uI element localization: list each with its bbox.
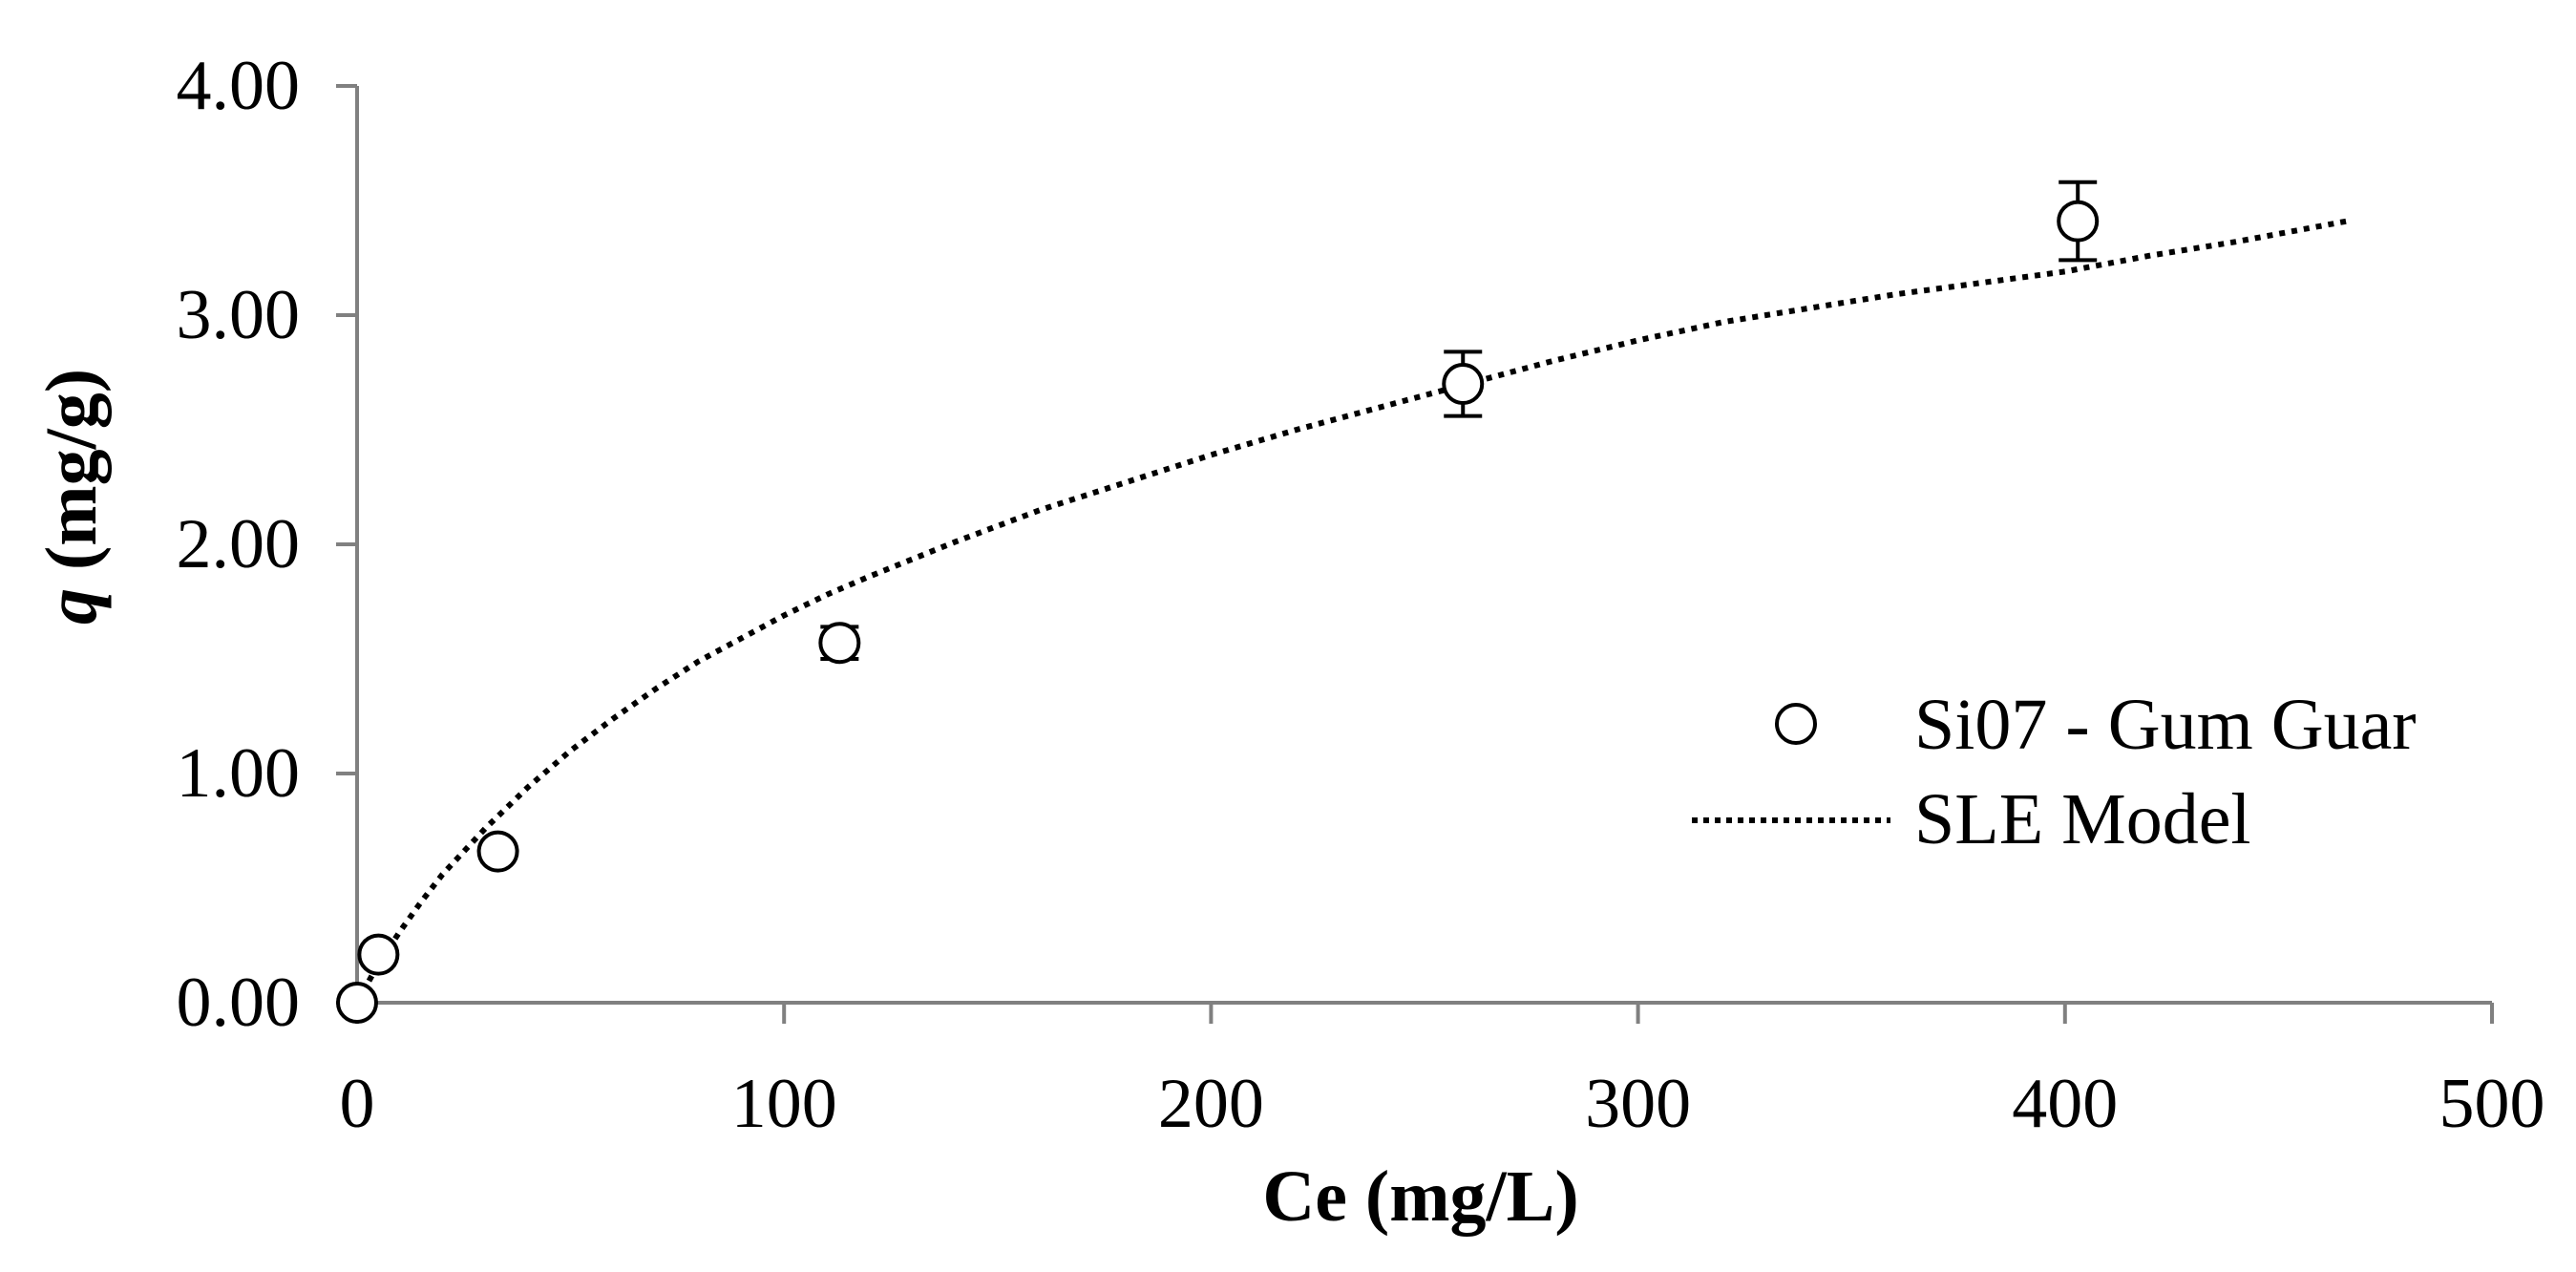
data-point [476,830,519,873]
x-tick-label: 400 [2012,1065,2118,1143]
x-tick-label: 100 [731,1065,837,1143]
y-tick-label: 3.00 [177,276,301,354]
legend-label-sle-model: SLE Model [1914,779,2251,859]
data-point [1442,363,1485,405]
y-axis-title-unit: (mg/g) [32,369,112,588]
y-axis-title: q (mg/g) [32,369,112,625]
data-point [818,622,861,665]
y-tick-label: 4.00 [177,47,301,125]
x-tick-label: 500 [2439,1065,2545,1143]
x-tick-label: 200 [1158,1065,1264,1143]
si07-gum-guar-series [336,180,2100,1024]
legend-marker-open-circle [1775,703,1817,745]
y-axis-title-symbol: q [32,588,112,625]
data-point [336,982,378,1024]
sle-model-series [354,218,2348,1005]
legend-label-si07-gum-guar: Si07 - Gum Guar [1914,685,2417,765]
sle-model-line [354,218,2348,1005]
x-tick-label: 0 [340,1065,375,1143]
y-tick-label: 2.00 [177,505,301,583]
x-axis-ticks: 0 100 200 300 400 500 [340,1003,2545,1143]
data-point [2057,200,2100,243]
y-tick-label: 1.00 [177,734,301,813]
legend: Si07 - Gum Guar SLE Model [1692,685,2417,859]
y-axis-ticks: 0.00 1.00 2.00 3.00 4.00 [177,47,357,1042]
axes [355,86,2492,1005]
y-tick-label: 0.00 [177,964,301,1042]
x-tick-label: 300 [1585,1065,1691,1143]
x-axis-title: Ce (mg/L) [1262,1156,1578,1237]
data-point [357,933,400,976]
